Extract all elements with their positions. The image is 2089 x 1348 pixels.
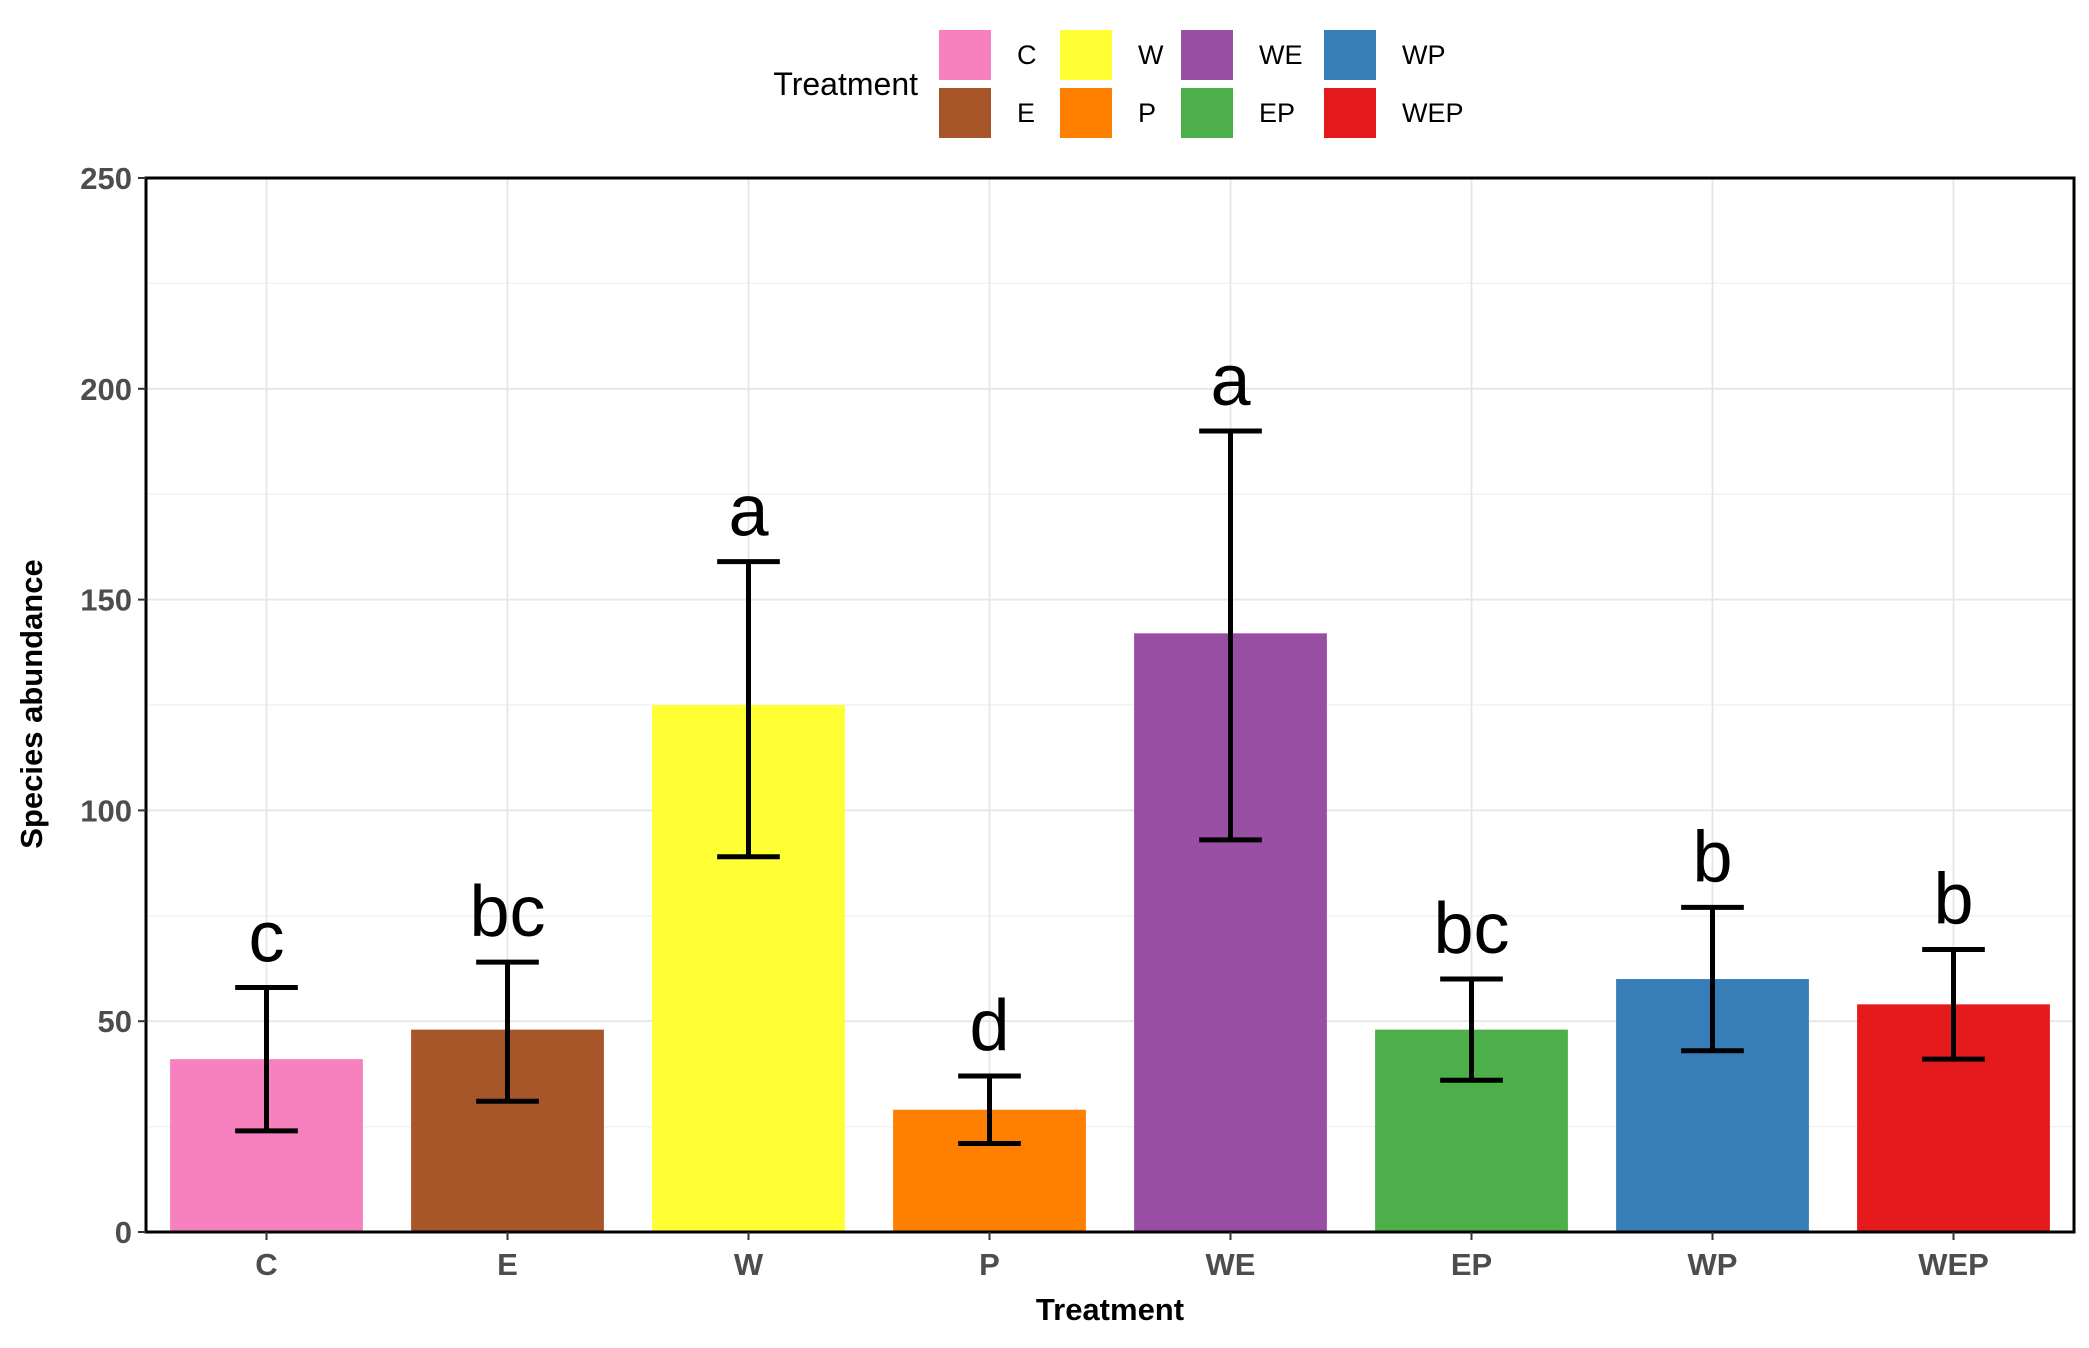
y-axis-title: Species abundance bbox=[14, 559, 49, 848]
legend-title: Treatment bbox=[773, 66, 918, 102]
legend-swatch-w bbox=[1060, 30, 1112, 80]
legend-item-wp: WP bbox=[1324, 30, 1446, 80]
legend: Treatment C W WE WPE P EP WEP bbox=[773, 30, 1464, 138]
significance-label-p: d bbox=[969, 986, 1009, 1066]
legend-label-w: W bbox=[1138, 40, 1164, 70]
significance-label-we: a bbox=[1210, 341, 1251, 421]
significance-label-w: a bbox=[728, 472, 769, 552]
error-bar-e bbox=[476, 959, 539, 1104]
y-tick-label: 100 bbox=[80, 793, 132, 828]
error-bar-w bbox=[717, 559, 780, 860]
legend-swatch-wp bbox=[1324, 30, 1376, 80]
x-axis: C E W P WE EP WP WEP bbox=[255, 1232, 1989, 1282]
error-bar-wp bbox=[1681, 904, 1744, 1054]
legend-item-ep: EP bbox=[1181, 88, 1295, 138]
significance-label-wep: b bbox=[1933, 860, 1973, 940]
y-tick-label: 150 bbox=[80, 583, 132, 618]
y-axis: 0 50 100 150 200 250 bbox=[80, 161, 146, 1250]
legend-label-ep: EP bbox=[1259, 98, 1295, 128]
legend-swatch-p bbox=[1060, 88, 1112, 138]
x-tick-label-w: W bbox=[734, 1247, 764, 1282]
legend-swatch-e bbox=[939, 88, 991, 138]
significance-label-c: c bbox=[249, 897, 285, 977]
x-tick-label-ep: EP bbox=[1451, 1247, 1492, 1282]
legend-item-e: E bbox=[939, 88, 1035, 138]
legend-swatch-we bbox=[1181, 30, 1233, 80]
legend-label-wep: WEP bbox=[1402, 98, 1464, 128]
legend-label-wp: WP bbox=[1402, 40, 1446, 70]
error-bar-ep bbox=[1440, 976, 1503, 1083]
legend-label-p: P bbox=[1138, 98, 1156, 128]
legend-swatch-ep bbox=[1181, 88, 1233, 138]
legend-swatch-c bbox=[939, 30, 991, 80]
legend-label-c: C bbox=[1017, 40, 1037, 70]
x-tick-label-p: P bbox=[979, 1247, 1000, 1282]
error-bar-wep bbox=[1922, 947, 1985, 1062]
significance-label-ep: bc bbox=[1433, 889, 1509, 969]
y-tick-label: 50 bbox=[98, 1004, 132, 1039]
x-tick-label-we: WE bbox=[1206, 1247, 1256, 1282]
error-bar-we bbox=[1199, 428, 1262, 843]
y-tick-label: 200 bbox=[80, 372, 132, 407]
legend-item-p: P bbox=[1060, 88, 1156, 138]
y-tick-label: 250 bbox=[80, 161, 132, 196]
plot-area: c bc a d a bc b b bbox=[144, 176, 2076, 1234]
legend-item-we: WE bbox=[1181, 30, 1303, 80]
x-tick-label-c: C bbox=[255, 1247, 277, 1282]
legend-label-e: E bbox=[1017, 98, 1035, 128]
x-tick-label-wp: WP bbox=[1688, 1247, 1738, 1282]
legend-swatch-wep bbox=[1324, 88, 1376, 138]
legend-item-wep: WEP bbox=[1324, 88, 1464, 138]
x-tick-label-e: E bbox=[497, 1247, 518, 1282]
significance-label-e: bc bbox=[469, 872, 545, 952]
plot-border bbox=[144, 176, 2076, 1234]
legend-label-we: WE bbox=[1259, 40, 1303, 70]
significance-label-wp: b bbox=[1692, 817, 1732, 897]
x-axis-title: Treatment bbox=[1036, 1292, 1184, 1327]
error-bar-c bbox=[235, 984, 298, 1134]
error-bar-p bbox=[958, 1073, 1021, 1146]
legend-item-c: C bbox=[939, 30, 1037, 80]
legend-item-w: W bbox=[1060, 30, 1164, 80]
y-tick-label: 0 bbox=[115, 1215, 132, 1250]
x-tick-label-wep: WEP bbox=[1918, 1247, 1989, 1282]
